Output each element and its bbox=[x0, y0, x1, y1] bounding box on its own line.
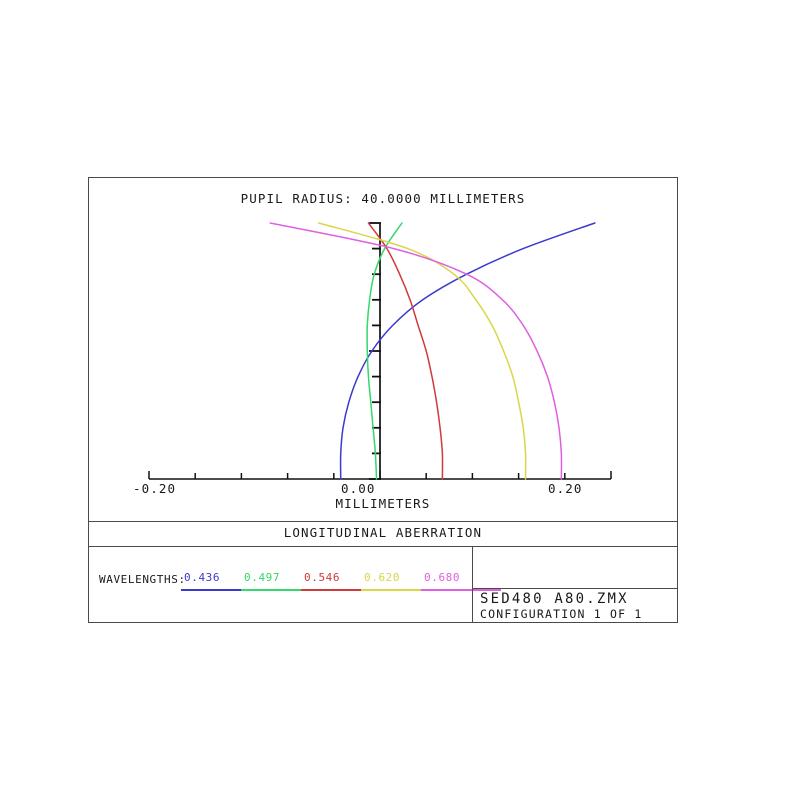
divider-above-caption bbox=[89, 521, 677, 522]
x-axis-zero-label: 0.00 bbox=[341, 481, 376, 496]
x-axis-max-label: 0.20 bbox=[548, 481, 583, 496]
legend-swatch-2 bbox=[301, 589, 381, 592]
chart-caption: LONGITUDINAL ABERRATION bbox=[283, 525, 483, 540]
legend-swatch-4 bbox=[421, 589, 501, 592]
figure-frame: PUPIL RADIUS: 40.0000 MILLIMETERS -0.20 … bbox=[88, 177, 678, 623]
configuration-label: CONFIGURATION 1 OF 1 bbox=[480, 607, 643, 621]
legend-entry-4: 0.680 bbox=[421, 571, 503, 592]
legend-swatch-1 bbox=[241, 589, 321, 592]
legend-entry-3: 0.620 bbox=[361, 571, 443, 592]
legend-label-1: 0.497 bbox=[244, 571, 281, 584]
info-box-divider bbox=[472, 546, 473, 622]
plot-axes bbox=[148, 222, 612, 480]
divider-below-caption bbox=[89, 546, 677, 547]
legend-swatch-3 bbox=[361, 589, 441, 592]
plot-title: PUPIL RADIUS: 40.0000 MILLIMETERS bbox=[240, 191, 526, 206]
plot-area: PUPIL RADIUS: 40.0000 MILLIMETERS -0.20 … bbox=[89, 178, 677, 521]
legend-entry-1: 0.497 bbox=[241, 571, 323, 592]
legend-swatch-0 bbox=[181, 589, 261, 592]
legend-title: WAVELENGTHS: bbox=[99, 573, 186, 586]
legend-label-0: 0.436 bbox=[184, 571, 221, 584]
legend-label-3: 0.620 bbox=[364, 571, 401, 584]
legend-label-4: 0.680 bbox=[424, 571, 461, 584]
curve-wavelength-0.546 bbox=[367, 222, 444, 480]
file-info-box: SED480 A80.ZMX CONFIGURATION 1 OF 1 bbox=[472, 588, 677, 622]
x-axis-units-label: MILLIMETERS bbox=[335, 496, 431, 511]
legend-band: WAVELENGTHS: 0.436 0.497 0.546 0.620 0.6… bbox=[89, 546, 677, 622]
file-name-label: SED480 A80.ZMX bbox=[480, 591, 629, 607]
aberration-plot-svg bbox=[148, 222, 612, 480]
curve-wavelength-0.497 bbox=[366, 222, 403, 480]
legend-label-2: 0.546 bbox=[304, 571, 341, 584]
x-axis-min-label: -0.20 bbox=[133, 481, 177, 496]
curve-wavelength-0.680 bbox=[269, 222, 563, 480]
legend-entry-0: 0.436 bbox=[181, 571, 263, 592]
curve-wavelength-0.436 bbox=[339, 222, 596, 480]
plot-curves bbox=[269, 222, 596, 480]
legend-entry-2: 0.546 bbox=[301, 571, 383, 592]
